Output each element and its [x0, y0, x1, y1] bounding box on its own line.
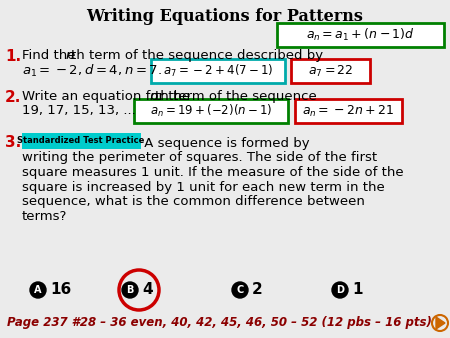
- Text: $a_7 = -2 + 4(7-1)$: $a_7 = -2 + 4(7-1)$: [163, 63, 273, 79]
- Text: th term of the sequence described by: th term of the sequence described by: [71, 49, 323, 62]
- Text: square is increased by 1 unit for each new term in the: square is increased by 1 unit for each n…: [22, 180, 385, 193]
- Text: Write an equation for the: Write an equation for the: [22, 90, 194, 103]
- Circle shape: [122, 282, 138, 298]
- Text: n: n: [66, 49, 74, 62]
- Text: C: C: [236, 285, 243, 295]
- Text: Page 237 #28 – 36 even, 40, 42, 45, 46, 50 – 52 (12 pbs – 16 pts): Page 237 #28 – 36 even, 40, 42, 45, 46, …: [7, 316, 432, 329]
- Text: th term of the sequence: th term of the sequence: [155, 90, 317, 103]
- FancyBboxPatch shape: [134, 99, 288, 123]
- Text: terms?: terms?: [22, 210, 68, 222]
- Text: $a_n = a_1 + (n-1)d$: $a_n = a_1 + (n-1)d$: [306, 27, 415, 43]
- FancyBboxPatch shape: [151, 59, 285, 83]
- Text: Writing Equations for Patterns: Writing Equations for Patterns: [86, 8, 364, 25]
- Text: 3.: 3.: [5, 135, 21, 150]
- FancyBboxPatch shape: [291, 59, 370, 83]
- Text: 4: 4: [142, 283, 153, 297]
- Text: A: A: [34, 285, 42, 295]
- Text: Find the: Find the: [22, 49, 80, 62]
- Text: $a_1 = -2, d = 4, n = 7.$: $a_1 = -2, d = 4, n = 7.$: [22, 63, 162, 79]
- Text: 19, 17, 15, 13, ...: 19, 17, 15, 13, ...: [22, 104, 136, 117]
- Text: $a_n = 19 + (-2)(n-1)$: $a_n = 19 + (-2)(n-1)$: [150, 103, 272, 119]
- Text: 16: 16: [50, 283, 71, 297]
- Text: 2: 2: [252, 283, 263, 297]
- Text: 1: 1: [352, 283, 363, 297]
- Circle shape: [30, 282, 46, 298]
- Circle shape: [232, 282, 248, 298]
- FancyBboxPatch shape: [277, 23, 444, 47]
- Polygon shape: [436, 317, 445, 329]
- Text: B: B: [126, 285, 134, 295]
- Text: sequence, what is the common difference between: sequence, what is the common difference …: [22, 195, 365, 208]
- Text: $a_7 = 22$: $a_7 = 22$: [308, 64, 353, 78]
- Text: 1.: 1.: [5, 49, 21, 64]
- Text: writing the perimeter of squares. The side of the first: writing the perimeter of squares. The si…: [22, 151, 377, 165]
- Text: $a_n = -2n+21$: $a_n = -2n+21$: [302, 103, 395, 119]
- Text: Standardized Test Practice: Standardized Test Practice: [17, 136, 145, 145]
- Text: 2.: 2.: [5, 90, 22, 105]
- FancyBboxPatch shape: [22, 132, 140, 148]
- Text: square measures 1 unit. If the measure of the side of the: square measures 1 unit. If the measure o…: [22, 166, 404, 179]
- FancyBboxPatch shape: [295, 99, 402, 123]
- Circle shape: [332, 282, 348, 298]
- Text: n: n: [150, 90, 158, 103]
- Text: A sequence is formed by: A sequence is formed by: [140, 137, 310, 150]
- Text: D: D: [336, 285, 344, 295]
